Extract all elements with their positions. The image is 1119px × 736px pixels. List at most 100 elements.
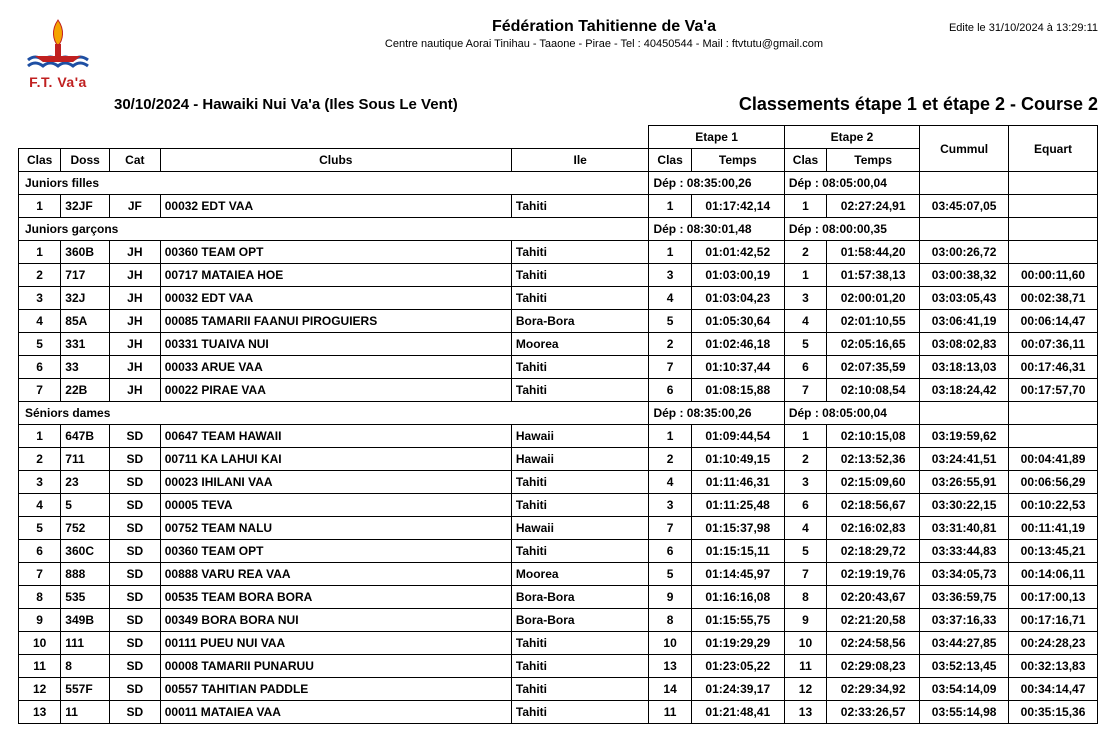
ile-header: Ile <box>511 149 649 172</box>
e2t-cell: 02:13:52,36 <box>827 448 920 471</box>
club-cell: 00360 TEAM OPT <box>160 540 511 563</box>
event-name: 30/10/2024 - Hawaiki Nui Va'a (Iles Sous… <box>114 96 458 113</box>
cum-cell: 03:18:24,42 <box>920 379 1009 402</box>
eq-cell: 00:06:56,29 <box>1009 471 1098 494</box>
eq-cell: 00:07:36,11 <box>1009 333 1098 356</box>
club-cell: 00111 PUEU NUI VAA <box>160 632 511 655</box>
e1t-cell: 01:09:44,54 <box>691 425 784 448</box>
doss-cell: 557F <box>61 678 110 701</box>
e1c-cell: 9 <box>649 586 691 609</box>
e2c-cell: 5 <box>784 333 826 356</box>
eq-cell: 00:13:45,21 <box>1009 540 1098 563</box>
e1t-cell: 01:24:39,17 <box>691 678 784 701</box>
dep2-cell: Dép : 08:05:00,04 <box>784 402 919 425</box>
eq-cell: 00:35:15,36 <box>1009 701 1098 724</box>
eq-cell: 00:24:28,23 <box>1009 632 1098 655</box>
results-table: Etape 1 Etape 2 Cummul Equart Clas Doss … <box>18 125 1098 724</box>
table-row: 332JJH00032 EDT VAATahiti401:03:04,23302… <box>19 287 1098 310</box>
dep2-cell: Dép : 08:05:00,04 <box>784 172 919 195</box>
e1t-cell: 01:03:04,23 <box>691 287 784 310</box>
club-cell: 00331 TUAIVA NUI <box>160 333 511 356</box>
clas-cell: 3 <box>19 471 61 494</box>
club-cell: 00360 TEAM OPT <box>160 241 511 264</box>
e2c-cell: 1 <box>784 425 826 448</box>
table-row: 9349BSD00349 BORA BORA NUIBora-Bora801:1… <box>19 609 1098 632</box>
doss-cell: 32J <box>61 287 110 310</box>
ile-cell: Tahiti <box>511 540 649 563</box>
clas-cell: 4 <box>19 494 61 517</box>
cat-cell: SD <box>109 632 160 655</box>
e2t-cell: 02:16:02,83 <box>827 517 920 540</box>
cat-cell: JH <box>109 287 160 310</box>
ile-cell: Tahiti <box>511 678 649 701</box>
e2t-cell: 02:27:24,91 <box>827 195 920 218</box>
e1c-cell: 4 <box>649 471 691 494</box>
eq-cell: 00:02:38,71 <box>1009 287 1098 310</box>
ile-cell: Moorea <box>511 563 649 586</box>
doss-cell: 22B <box>61 379 110 402</box>
e1t-cell: 01:14:45,97 <box>691 563 784 586</box>
cum-cell: 03:26:55,91 <box>920 471 1009 494</box>
e2t-cell: 02:29:34,92 <box>827 678 920 701</box>
e1c-cell: 6 <box>649 540 691 563</box>
clas-cell: 7 <box>19 379 61 402</box>
e1t-cell: 01:15:55,75 <box>691 609 784 632</box>
cum-cell: 03:36:59,75 <box>920 586 1009 609</box>
table-row: 5752SD00752 TEAM NALUHawaii701:15:37,984… <box>19 517 1098 540</box>
e2c-cell: 2 <box>784 448 826 471</box>
ile-cell: Tahiti <box>511 701 649 724</box>
e2t-cell: 02:18:56,67 <box>827 494 920 517</box>
club-cell: 00032 EDT VAA <box>160 287 511 310</box>
e1-clas-header: Clas <box>649 149 691 172</box>
ile-cell: Tahiti <box>511 379 649 402</box>
club-cell: 00647 TEAM HAWAII <box>160 425 511 448</box>
clas-cell: 5 <box>19 517 61 540</box>
empty-cell <box>920 172 1009 195</box>
cum-cell: 03:55:14,98 <box>920 701 1009 724</box>
e2t-cell: 02:20:43,67 <box>827 586 920 609</box>
empty-cell <box>1009 218 1098 241</box>
group-label: Juniors filles <box>19 172 649 195</box>
clas-cell: 2 <box>19 448 61 471</box>
doss-cell: 888 <box>61 563 110 586</box>
cum-cell: 03:18:13,03 <box>920 356 1009 379</box>
eq-cell: 00:10:22,53 <box>1009 494 1098 517</box>
e1c-cell: 2 <box>649 448 691 471</box>
club-cell: 00085 TAMARII FAANUI PIROGUIERS <box>160 310 511 333</box>
e1-temps-header: Temps <box>691 149 784 172</box>
e1c-cell: 7 <box>649 517 691 540</box>
e1c-cell: 8 <box>649 609 691 632</box>
club-cell: 00752 TEAM NALU <box>160 517 511 540</box>
table-row: 118SD00008 TAMARII PUNARUUTahiti1301:23:… <box>19 655 1098 678</box>
ile-cell: Tahiti <box>511 264 649 287</box>
cat-cell: SD <box>109 517 160 540</box>
doss-cell: 752 <box>61 517 110 540</box>
e2-clas-header: Clas <box>784 149 826 172</box>
dep1-cell: Dép : 08:35:00,26 <box>649 402 784 425</box>
table-row: 633JH00033 ARUE VAATahiti701:10:37,44602… <box>19 356 1098 379</box>
cum-cell: 03:34:05,73 <box>920 563 1009 586</box>
logo-label: F.T. Va'a <box>18 74 98 90</box>
eq-cell: 00:14:06,11 <box>1009 563 1098 586</box>
doss-header: Doss <box>61 149 110 172</box>
ile-cell: Hawaii <box>511 425 649 448</box>
ile-cell: Tahiti <box>511 287 649 310</box>
table-row: 2717JH00717 MATAIEA HOETahiti301:03:00,1… <box>19 264 1098 287</box>
e1t-cell: 01:17:42,14 <box>691 195 784 218</box>
eq-cell: 00:00:11,60 <box>1009 264 1098 287</box>
eq-cell <box>1009 241 1098 264</box>
cum-cell: 03:54:14,09 <box>920 678 1009 701</box>
clas-cell: 9 <box>19 609 61 632</box>
club-cell: 00008 TAMARII PUNARUU <box>160 655 511 678</box>
e1c-cell: 5 <box>649 563 691 586</box>
e2t-cell: 02:18:29,72 <box>827 540 920 563</box>
e1t-cell: 01:10:49,15 <box>691 448 784 471</box>
ile-cell: Bora-Bora <box>511 310 649 333</box>
clas-cell: 2 <box>19 264 61 287</box>
ile-cell: Bora-Bora <box>511 609 649 632</box>
cat-cell: JH <box>109 356 160 379</box>
clas-cell: 6 <box>19 540 61 563</box>
cum-cell: 03:00:38,32 <box>920 264 1009 287</box>
eq-cell: 00:06:14,47 <box>1009 310 1098 333</box>
e2c-cell: 10 <box>784 632 826 655</box>
